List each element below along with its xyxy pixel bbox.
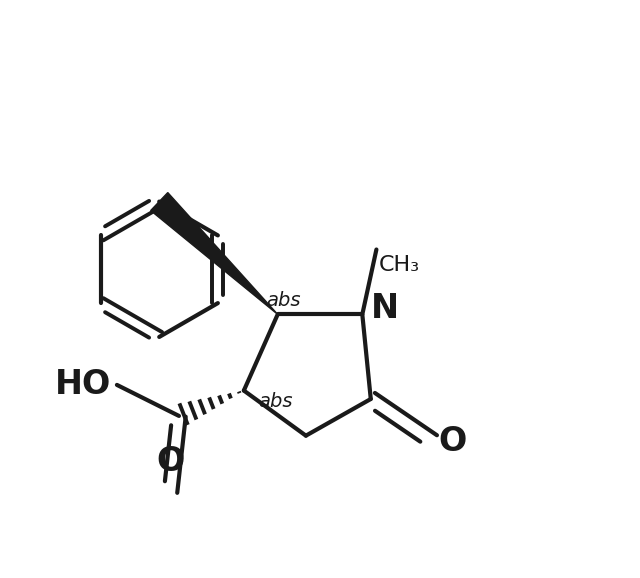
Text: O: O [156, 445, 184, 478]
Text: HO: HO [55, 368, 111, 401]
Text: CH₃: CH₃ [380, 255, 420, 275]
Text: abs: abs [266, 291, 301, 310]
Text: abs: abs [258, 392, 292, 412]
Text: O: O [438, 425, 467, 458]
Text: N: N [371, 292, 399, 325]
Polygon shape [150, 192, 278, 314]
